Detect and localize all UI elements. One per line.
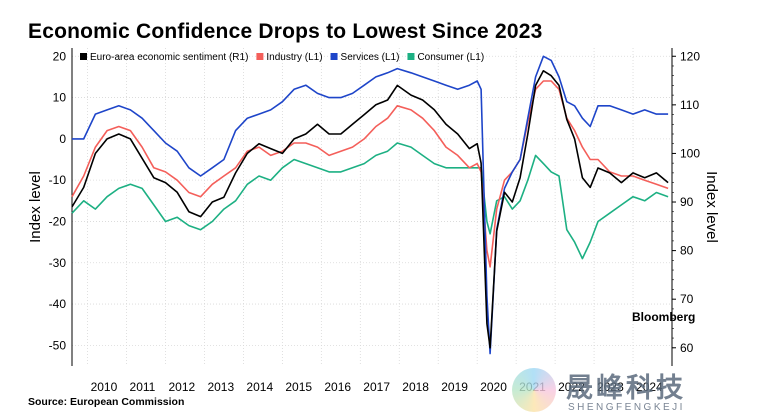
- y-left-tick-label: -20: [49, 214, 67, 228]
- x-tick-label: 2011: [130, 380, 156, 394]
- x-tick-label: 2012: [169, 380, 196, 394]
- legend-label: Euro-area economic sentiment (R1): [90, 52, 248, 63]
- legend-swatch: [330, 53, 338, 60]
- legend-label: Consumer (L1): [417, 52, 484, 63]
- legend-swatch: [407, 53, 415, 60]
- legend-swatch: [80, 53, 87, 60]
- x-tick-label: 2019: [441, 380, 468, 394]
- legend-label: Industry (L1): [266, 52, 322, 63]
- bloomberg-brand: Bloomberg: [632, 310, 696, 324]
- y-left-tick-label: -10: [49, 173, 67, 187]
- legend-label: Services (L1): [341, 52, 400, 63]
- x-tick-label: 2015: [285, 380, 312, 394]
- y-left-tick-label: 0: [59, 132, 66, 146]
- watermark: 晟峰科技 SHENGFENGKEJI: [512, 364, 732, 416]
- series-line-consumer: [71, 142, 669, 260]
- y-left-tick-label: -50: [49, 338, 67, 352]
- watermark-cn-text: 晟峰科技: [566, 373, 686, 404]
- y-left-tick-label: -40: [49, 297, 67, 311]
- y-right-tick-label: 60: [680, 341, 694, 355]
- y-right-tick-label: 90: [680, 195, 694, 209]
- source-note: Source: European Commission: [28, 396, 185, 408]
- y-right-tick-label: 80: [680, 244, 694, 258]
- y-left-axis-title: Index level: [27, 171, 44, 243]
- x-tick-label: 2018: [402, 380, 429, 394]
- y-left-tick-label: 20: [53, 49, 67, 63]
- watermark-logo-icon: [512, 368, 556, 412]
- x-tick-label: 2022: [558, 380, 585, 394]
- x-tick-label: 2016: [324, 380, 351, 394]
- watermark-en-text: SHENGFENGKEJI: [568, 402, 685, 413]
- x-tick-label: 2014: [246, 380, 273, 394]
- x-tick-label: 2013: [207, 380, 234, 394]
- series-line-services: [72, 55, 669, 355]
- y-right-tick-label: 100: [680, 146, 700, 160]
- x-tick-label: 2023: [597, 380, 624, 394]
- x-tick-label: 2010: [91, 380, 118, 394]
- y-right-tick-label: 120: [680, 49, 700, 63]
- x-tick-label: 2024: [636, 380, 663, 394]
- x-tick-label: 2017: [363, 380, 390, 394]
- y-left-tick-label: 10: [53, 91, 67, 105]
- series-line-euroarea: [71, 70, 669, 349]
- y-right-tick-label: 70: [680, 292, 694, 306]
- y-left-tick-label: -30: [49, 256, 67, 270]
- legend-swatch: [256, 53, 264, 60]
- x-tick-label: 2020: [480, 380, 507, 394]
- y-right-tick-label: 110: [680, 98, 699, 112]
- series-line-industry: [71, 80, 669, 268]
- chart-title: Economic Confidence Drops to Lowest Sinc…: [28, 20, 543, 43]
- y-right-axis-title: Index level: [703, 171, 720, 243]
